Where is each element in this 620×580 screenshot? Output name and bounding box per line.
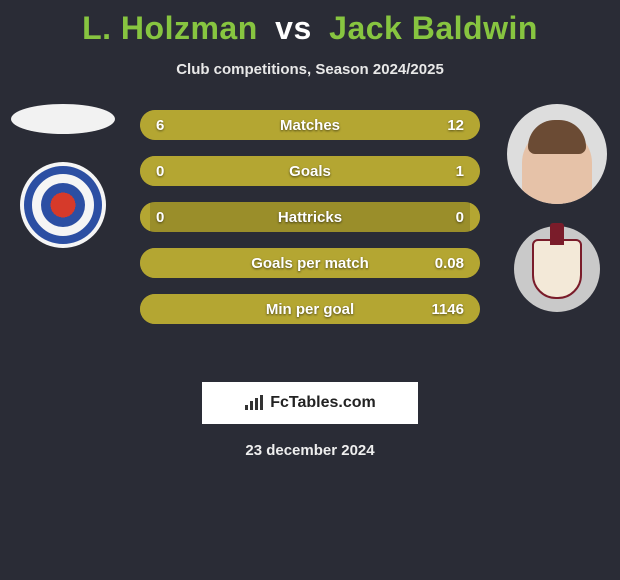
stat-value-right: 0 (424, 209, 464, 226)
vs-text: vs (275, 10, 312, 46)
stat-bar: 6Matches12 (140, 110, 480, 140)
stat-value-right: 1 (424, 163, 464, 180)
date-text: 23 december 2024 (0, 442, 620, 459)
brand-text: FcTables.com (270, 394, 376, 412)
subtitle: Club competitions, Season 2024/2025 (0, 61, 620, 78)
player2-name: Jack Baldwin (329, 10, 538, 46)
comparison-title: L. Holzman vs Jack Baldwin (0, 0, 620, 47)
stat-value-right: 0.08 (424, 255, 464, 272)
player2-avatar-icon (507, 104, 607, 204)
stat-value-right: 1146 (424, 301, 464, 318)
player1-club-badge-icon (20, 162, 106, 248)
stat-bar: 0Hattricks0 (140, 202, 480, 232)
stat-bars: 6Matches12 0Goals1 0Hattricks0 Goals per ma… (140, 110, 480, 324)
player1-name: L. Holzman (82, 10, 258, 46)
stat-bar: Min per goal1146 (140, 294, 480, 324)
stat-bar: 0Goals1 (140, 156, 480, 186)
left-column (8, 104, 118, 248)
brand-box: FcTables.com (202, 382, 418, 424)
right-column (502, 104, 612, 312)
player2-club-badge-icon (514, 226, 600, 312)
comparison-main: 6Matches12 0Goals1 0Hattricks0 Goals per ma… (0, 110, 620, 370)
player1-avatar-placeholder-icon (11, 104, 115, 134)
stat-bar: Goals per match0.08 (140, 248, 480, 278)
chart-icon (244, 395, 264, 411)
stat-value-right: 12 (424, 117, 464, 134)
